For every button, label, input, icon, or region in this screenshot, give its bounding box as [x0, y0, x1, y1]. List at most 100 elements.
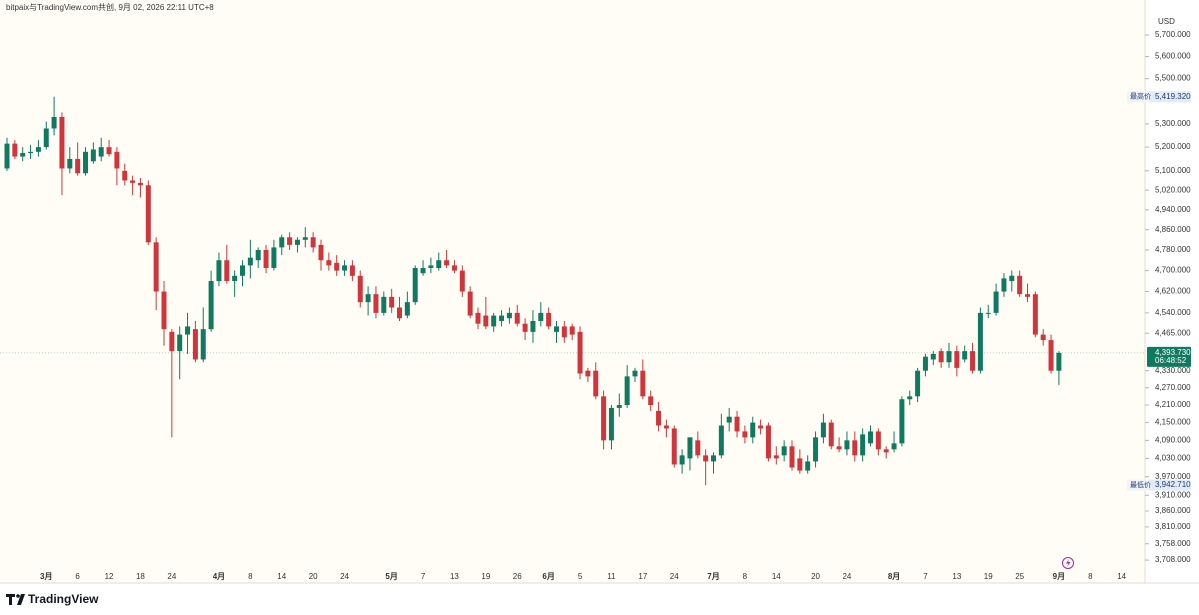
price-marker-value: 5,419.320: [1155, 92, 1191, 101]
candle-body: [868, 431, 873, 444]
x-tick-label: 4月: [213, 572, 225, 581]
logo-dot: [16, 594, 20, 598]
candle-body: [820, 422, 826, 438]
candle-body: [781, 446, 787, 456]
logo-t: [6, 594, 15, 605]
candle-body: [915, 370, 921, 397]
candle-body: [648, 396, 654, 406]
candle-body: [663, 425, 669, 429]
candle-body: [930, 353, 936, 360]
x-tick-label: 8: [248, 572, 253, 581]
alert-icon[interactable]: [1062, 557, 1074, 569]
y-tick-label: 4,150.000: [1155, 418, 1191, 427]
candle-body: [695, 440, 701, 456]
price-marker-box: [1149, 479, 1191, 491]
candle-body: [970, 351, 976, 371]
candle-body: [1040, 334, 1046, 341]
y-tick-label: 5,600.000: [1155, 52, 1191, 61]
x-tick-label: 8: [743, 572, 748, 581]
candle-body: [51, 116, 57, 129]
candle-body: [734, 416, 740, 432]
y-tick-label: 4,465.000: [1155, 328, 1191, 337]
candle-body: [922, 356, 928, 371]
candle-body: [805, 461, 811, 471]
price-marker-name: 最高价: [1130, 92, 1151, 101]
candle-body: [483, 315, 489, 327]
candle-body: [907, 396, 913, 400]
price-marker-value: 3,942.710: [1155, 480, 1191, 489]
candle-body: [83, 151, 88, 174]
candle-body: [444, 260, 450, 266]
x-tick-label: 12: [105, 572, 114, 581]
candle-body: [624, 376, 630, 406]
candle-body: [585, 370, 591, 377]
alert-icon-bolt: [1066, 559, 1071, 567]
candle-body: [758, 425, 764, 429]
candle-body: [451, 265, 457, 271]
x-tick-label: 7月: [707, 572, 719, 581]
candle-body: [106, 147, 112, 155]
candle-body: [608, 407, 614, 441]
candle-body: [726, 416, 732, 423]
candle-body: [844, 440, 850, 450]
y-tick-label: 4,090.000: [1155, 435, 1191, 444]
x-tick-label: 11: [607, 572, 616, 581]
candle-body: [397, 307, 402, 319]
candle-body: [569, 326, 575, 335]
candle-body: [530, 320, 536, 332]
candle-body: [145, 185, 151, 243]
x-tick-label: 7: [421, 572, 426, 581]
y-tick-label: 4,780.000: [1155, 245, 1191, 254]
candle-body: [467, 291, 473, 316]
header: bitpaix与TradingView.com共创, 9月 02, 2026 2…: [6, 2, 214, 12]
x-tick-label: 25: [1015, 572, 1024, 581]
candle-body: [185, 326, 191, 335]
y-tick-label: 4,330.000: [1155, 366, 1191, 375]
candle-body: [813, 437, 819, 462]
candle-body: [554, 326, 559, 332]
candle-body: [985, 312, 991, 314]
x-tick-label: 17: [638, 572, 647, 581]
plot-background: [0, 0, 1145, 583]
x-tick-label: 20: [811, 572, 820, 581]
candle-body: [946, 351, 952, 363]
price-marker-box: [1149, 91, 1191, 103]
candle-body: [224, 260, 230, 282]
x-tick-label: 14: [277, 572, 286, 581]
candle-body: [883, 449, 889, 453]
y-tick-label: 3,970.000: [1155, 472, 1191, 481]
candle-body: [294, 239, 300, 245]
candle-body: [538, 312, 544, 321]
y-tick-label: 5,200.000: [1155, 142, 1191, 151]
y-tick-label: 4,270.000: [1155, 383, 1191, 392]
candle-body: [169, 331, 175, 352]
x-tick-label: 14: [1117, 572, 1126, 581]
candle-body: [875, 431, 881, 450]
x-tick-label: 8月: [888, 572, 900, 581]
candle-body: [616, 405, 622, 408]
x-tick-label: 5: [578, 572, 583, 581]
x-tick-label: 3月: [40, 572, 52, 581]
candle-body: [4, 143, 10, 169]
candle-body: [271, 247, 277, 268]
candle-body: [459, 270, 465, 292]
x-tick-label: 6: [75, 572, 80, 581]
candle-body: [365, 294, 371, 303]
candle-body: [750, 422, 756, 438]
candle-body: [428, 265, 434, 268]
candle-body: [797, 458, 803, 471]
candle-body: [216, 260, 222, 282]
candle-body: [514, 312, 520, 324]
y-tick-label: 4,540.000: [1155, 308, 1191, 317]
candle-body: [1017, 275, 1023, 295]
candle-body: [828, 422, 834, 447]
x-tick-label: 24: [167, 572, 176, 581]
candle-body: [326, 260, 332, 266]
candle-body: [601, 396, 607, 441]
candle-body: [200, 329, 206, 360]
y-tick-label: 3,758.000: [1155, 539, 1191, 548]
candle-body: [357, 275, 363, 303]
y-tick-label: 3,860.000: [1155, 506, 1191, 515]
